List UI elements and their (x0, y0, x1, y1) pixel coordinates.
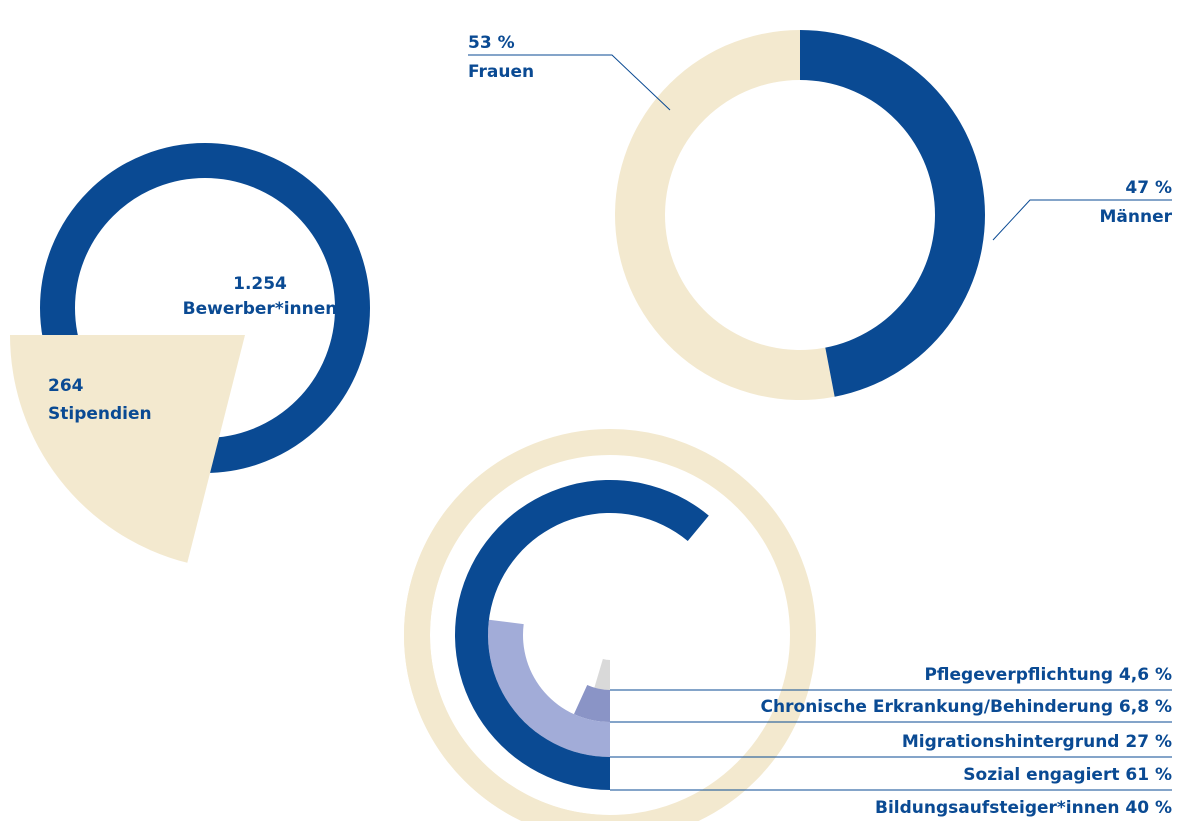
bar-label: Chronische Erkrankung/Behinderung 6,8 % (761, 697, 1172, 717)
category-label: Bildungsaufsteiger*innen (875, 798, 1119, 818)
category-label: Männer (1099, 207, 1172, 227)
radial-bar (594, 658, 610, 690)
value-label: 61 % (1125, 765, 1172, 785)
value-label: 264 (48, 376, 84, 396)
radial-bar (488, 619, 610, 757)
radial-bar (404, 468, 610, 821)
radial-bar (454, 479, 709, 790)
radial-bar (573, 685, 610, 722)
category-label: Frauen (468, 62, 534, 82)
value-label: 47 % (1125, 178, 1172, 198)
category-label: Chronische Erkrankung/Behinderung (761, 697, 1113, 717)
category-label: Pflegeverpflichtung (924, 665, 1113, 685)
leader-line (992, 199, 1172, 241)
donut-segment (800, 30, 986, 397)
leader-line (468, 54, 671, 111)
bar-label: Bildungsaufsteiger*innen 40 % (875, 798, 1172, 818)
value-label: 27 % (1125, 732, 1172, 752)
value-label: 53 % (468, 33, 515, 53)
category-label: Stipendien (48, 404, 152, 424)
bar-label: Pflegeverpflichtung 4,6 % (924, 665, 1172, 685)
category-label: Migrationshintergrund (902, 732, 1120, 752)
value-label: 6,8 % (1119, 697, 1172, 717)
category-label: Sozial engagiert (963, 765, 1119, 785)
category-label: Bewerber*innen (183, 299, 338, 319)
value-label: 40 % (1125, 798, 1172, 818)
wedge (10, 335, 245, 563)
donut-segment (615, 30, 835, 400)
bar-label: Migrationshintergrund 27 % (902, 732, 1172, 752)
value-label: 1.254 (233, 274, 287, 294)
bar-label: Sozial engagiert 61 % (963, 765, 1172, 785)
value-label: 4,6 % (1119, 665, 1172, 685)
